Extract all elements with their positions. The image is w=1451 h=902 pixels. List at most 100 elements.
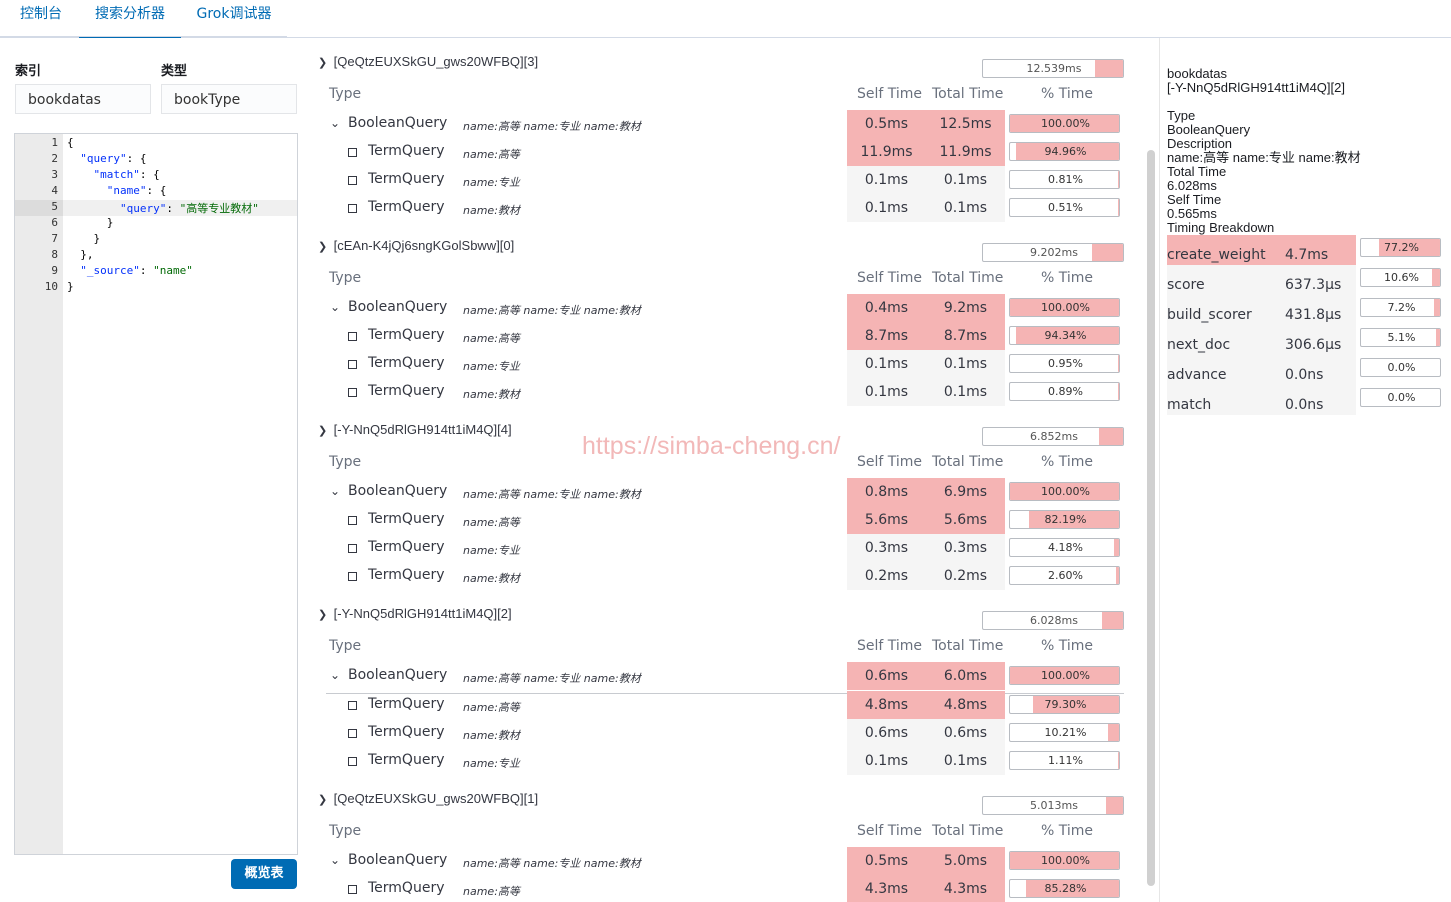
breakdown-pct: 0.0% [1387, 361, 1416, 374]
code-line: "match": { [93, 168, 160, 181]
column-self-time: Self Time [857, 270, 923, 286]
checkbox-icon[interactable] [348, 332, 357, 341]
shard-total-bar: 12.539ms [982, 59, 1124, 78]
top-nav: 控制台 搜索分析器 Grok调试器 [0, 0, 1451, 38]
shard-id: [QeQtzEUXSkGU_gws20WFBQ][3] [333, 54, 539, 69]
results-scrollbar[interactable] [1147, 150, 1155, 886]
query-type[interactable]: TermQuery [368, 383, 445, 399]
profile-button[interactable]: 概览表 [231, 859, 297, 889]
checkbox-icon[interactable] [348, 544, 357, 553]
pct-time-bar: 2.60% [1009, 566, 1120, 585]
shard-total-time: 12.539ms [1026, 62, 1082, 75]
shard-title[interactable]: ❯ [-Y-NnQ5dRlGH914tt1iM4Q][2] [318, 606, 512, 621]
column-type: Type [329, 454, 362, 470]
chevron-down-icon[interactable]: ⌄ [330, 853, 341, 867]
column-pct-time: % Time [1041, 270, 1094, 286]
self-time-cell: 0.1ms [847, 747, 926, 775]
query-type[interactable]: BooleanQuery [348, 852, 448, 868]
query-type[interactable]: TermQuery [368, 355, 445, 371]
query-type[interactable]: BooleanQuery [348, 667, 448, 683]
tab-search-profiler[interactable]: 搜索分析器 [79, 0, 181, 38]
checkbox-icon[interactable] [348, 176, 357, 185]
query-type[interactable]: TermQuery [368, 752, 445, 768]
line-number: 9 [51, 264, 58, 277]
checkbox-icon[interactable] [348, 885, 357, 894]
breakdown-pct: 0.0% [1387, 391, 1416, 404]
query-type[interactable]: TermQuery [368, 567, 445, 583]
shard-total-time: 9.202ms [1030, 246, 1078, 259]
total-time-cell: 4.3ms [926, 875, 1005, 902]
breakdown-name: create_weight [1167, 247, 1266, 263]
query-type[interactable]: TermQuery [368, 511, 445, 527]
shard-title[interactable]: ❯ [QeQtzEUXSkGU_gws20WFBQ][1] [318, 791, 538, 806]
query-type[interactable]: TermQuery [368, 539, 445, 555]
breakdown-row: create_weight 4.7ms [1167, 235, 1356, 265]
query-description: name:专业 [463, 544, 520, 557]
shard-title[interactable]: ❯ [-Y-NnQ5dRlGH914tt1iM4Q][4] [318, 422, 512, 437]
chevron-down-icon[interactable]: ⌄ [330, 300, 341, 314]
pct-time-bar: 0.81% [1009, 170, 1120, 189]
index-input[interactable]: bookdatas [15, 84, 151, 114]
chevron-down-icon[interactable]: ⌄ [330, 116, 341, 130]
query-type[interactable]: BooleanQuery [348, 115, 448, 131]
self-time-cell: 0.1ms [847, 166, 926, 194]
query-type[interactable]: TermQuery [368, 724, 445, 740]
breakdown-row: score 637.3μs [1167, 265, 1356, 295]
column-pct-time: % Time [1041, 823, 1094, 839]
self-time-cell: 4.3ms [847, 875, 926, 902]
chevron-down-icon[interactable]: ⌄ [330, 668, 341, 682]
type-input[interactable]: bookType [161, 84, 297, 114]
code-line: }, [67, 248, 94, 261]
column-type: Type [329, 86, 362, 102]
pct-bar-fill [1029, 511, 1119, 528]
tab-console[interactable]: 控制台 [20, 6, 62, 22]
checkbox-icon[interactable] [348, 388, 357, 397]
pct-bar-fill [1016, 327, 1119, 344]
total-time-cell: 11.9ms [926, 138, 1005, 166]
query-description: name:教材 [463, 572, 520, 585]
breakdown-pct: 5.1% [1387, 331, 1416, 344]
checkbox-icon[interactable] [348, 701, 357, 710]
query-type[interactable]: TermQuery [368, 199, 445, 215]
query-editor[interactable]: 1 {2 "query": {3 "match": {4 "name": {5 "… [14, 133, 298, 855]
shard-id: [QeQtzEUXSkGU_gws20WFBQ][1] [333, 791, 539, 806]
chevron-right-icon: ❯ [318, 425, 328, 437]
shard-title[interactable]: ❯ [cEAn-K4jQj6sngKGolSbww][0] [318, 238, 514, 253]
detail-shard: [-Y-NnQ5dRlGH914tt1iM4Q][2] [1167, 80, 1345, 95]
tab-grok-debugger[interactable]: Grok调试器 [196, 6, 272, 22]
chevron-down-icon[interactable]: ⌄ [330, 484, 341, 498]
pct-time-value: 0.89% [1048, 385, 1083, 398]
panel-divider [1159, 38, 1160, 902]
query-type[interactable]: BooleanQuery [348, 483, 448, 499]
pct-time-bar: 100.00% [1009, 114, 1120, 133]
chevron-right-icon: ❯ [318, 609, 328, 621]
checkbox-icon[interactable] [348, 757, 357, 766]
shard-title[interactable]: ❯ [QeQtzEUXSkGU_gws20WFBQ][3] [318, 54, 538, 69]
query-type[interactable]: BooleanQuery [348, 299, 448, 315]
query-type[interactable]: TermQuery [368, 696, 445, 712]
query-type[interactable]: TermQuery [368, 171, 445, 187]
checkbox-icon[interactable] [348, 360, 357, 369]
pct-time-value: 85.28% [1044, 882, 1087, 895]
pct-time-bar: 0.95% [1009, 354, 1120, 373]
checkbox-icon[interactable] [348, 572, 357, 581]
breakdown-name: score [1167, 277, 1205, 293]
breakdown-value: 4.7ms [1285, 247, 1329, 263]
pct-time-value: 4.18% [1048, 541, 1083, 554]
checkbox-icon[interactable] [348, 729, 357, 738]
pct-time-value: 100.00% [1041, 669, 1090, 682]
breakdown-bar: 0.0% [1360, 358, 1441, 377]
breakdown-bar-fill [1379, 239, 1440, 256]
code-line: } [67, 280, 74, 293]
pct-time-value: 0.81% [1048, 173, 1083, 186]
pct-bar-fill [1107, 724, 1119, 741]
query-type[interactable]: TermQuery [368, 327, 445, 343]
shard-total-bar: 9.202ms [982, 243, 1124, 262]
checkbox-icon[interactable] [348, 204, 357, 213]
query-type[interactable]: TermQuery [368, 880, 445, 896]
checkbox-icon[interactable] [348, 148, 357, 157]
pct-bar-fill [1010, 852, 1119, 869]
query-type[interactable]: TermQuery [368, 143, 445, 159]
checkbox-icon[interactable] [348, 516, 357, 525]
column-type: Type [329, 270, 362, 286]
